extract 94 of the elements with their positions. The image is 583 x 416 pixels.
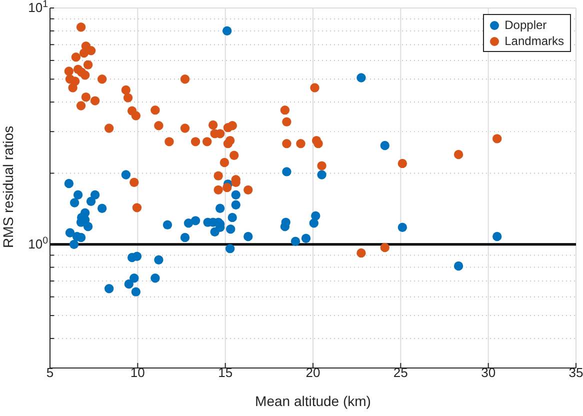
- point: [380, 242, 390, 252]
- point: [231, 200, 240, 210]
- point: [132, 252, 142, 261]
- y-tick-label: 10$^{0}$: [28, 234, 49, 252]
- point: [76, 101, 86, 110]
- point: [214, 171, 223, 180]
- point: [71, 52, 81, 62]
- point: [317, 170, 326, 180]
- point: [97, 74, 107, 84]
- point: [225, 244, 235, 254]
- point: [296, 138, 306, 148]
- point: [121, 170, 131, 180]
- point: [281, 218, 290, 227]
- point: [150, 105, 160, 115]
- point: [210, 227, 220, 236]
- point: [79, 48, 89, 58]
- point: [290, 236, 300, 246]
- point: [398, 222, 408, 232]
- point: [356, 73, 366, 82]
- point: [454, 150, 464, 160]
- point: [90, 96, 100, 106]
- legend-label: Landmarks: [504, 33, 564, 49]
- point: [123, 93, 133, 102]
- point: [220, 158, 230, 168]
- point: [130, 274, 139, 283]
- point: [222, 182, 232, 192]
- point: [492, 134, 502, 144]
- point: [454, 261, 464, 271]
- point: [310, 83, 320, 92]
- point: [230, 150, 239, 160]
- y-axis-title: RMS residual ratios: [0, 126, 16, 248]
- point: [86, 46, 96, 56]
- point: [180, 232, 190, 242]
- point: [223, 138, 233, 148]
- x-tick-label: 10: [130, 365, 145, 380]
- point: [132, 203, 142, 212]
- point: [190, 137, 200, 146]
- point: [97, 204, 107, 213]
- point: [64, 66, 74, 76]
- point: [190, 216, 200, 226]
- point: [180, 124, 190, 133]
- point: [81, 92, 91, 102]
- point: [356, 248, 366, 258]
- x-axis-title: Mean altitude (km): [255, 393, 371, 409]
- point: [73, 190, 83, 200]
- point: [226, 224, 236, 234]
- point: [154, 255, 164, 264]
- point: [214, 185, 223, 195]
- point: [131, 287, 141, 296]
- point: [131, 111, 141, 120]
- point: [70, 198, 80, 208]
- point: [231, 190, 240, 200]
- point: [215, 204, 225, 213]
- point: [312, 136, 322, 146]
- point: [398, 158, 408, 168]
- point: [83, 60, 93, 70]
- point: [104, 284, 114, 294]
- point: [68, 83, 78, 92]
- point: [83, 222, 93, 232]
- point: [202, 137, 212, 146]
- point: [244, 232, 253, 242]
- point: [380, 140, 390, 150]
- point: [282, 138, 292, 148]
- point: [154, 121, 164, 130]
- point: [124, 279, 134, 289]
- point: [64, 178, 74, 188]
- point: [317, 161, 326, 170]
- point: [244, 185, 253, 195]
- point: [90, 190, 100, 200]
- point: [65, 228, 75, 238]
- point: [121, 85, 131, 95]
- point: [228, 121, 237, 130]
- point: [180, 74, 190, 84]
- point: [76, 22, 86, 32]
- point: [69, 240, 79, 249]
- point: [228, 212, 237, 222]
- point: [309, 218, 318, 228]
- y-tick-label: 10$^{1}$: [28, 0, 48, 15]
- point: [222, 26, 232, 36]
- point: [282, 167, 292, 176]
- point: [164, 137, 174, 146]
- point: [162, 220, 172, 230]
- point: [282, 117, 292, 126]
- point: [130, 178, 139, 187]
- point: [80, 70, 90, 80]
- point: [492, 232, 502, 242]
- point: [208, 120, 218, 130]
- x-tick-label: 35: [568, 365, 583, 380]
- point: [150, 274, 160, 283]
- point: [86, 196, 96, 206]
- legend-label: Doppler: [504, 17, 547, 33]
- point: [301, 234, 311, 244]
- point: [280, 105, 290, 115]
- point: [104, 124, 114, 133]
